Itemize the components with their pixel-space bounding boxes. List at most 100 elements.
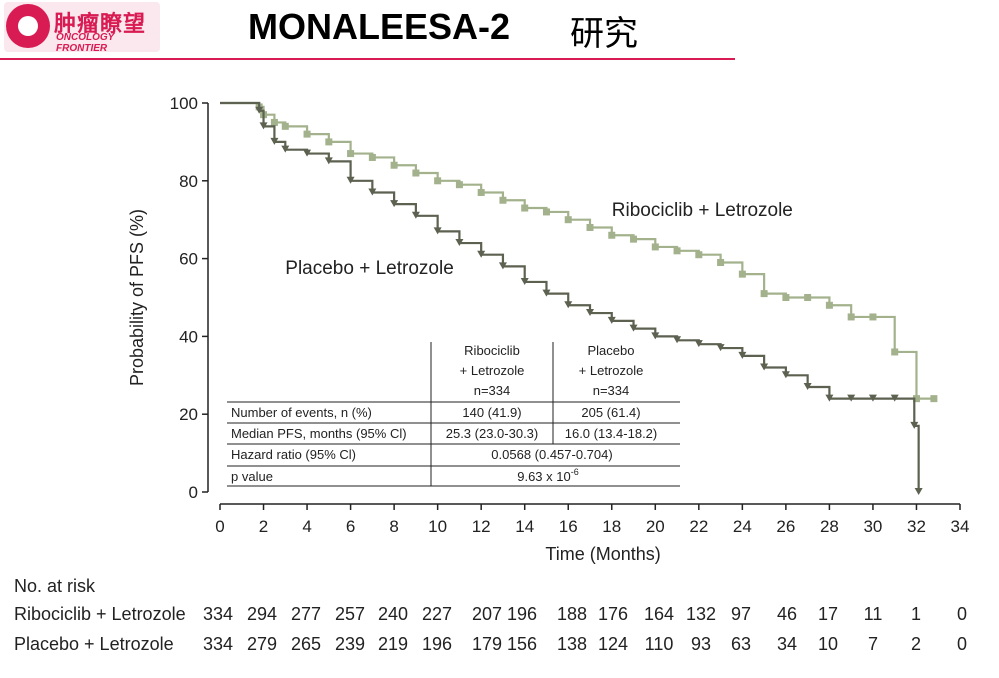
x-tick-label: 4 bbox=[302, 517, 311, 536]
at-risk-count: 1 bbox=[910, 604, 922, 624]
y-axis-label: Probability of PFS (%) bbox=[127, 209, 147, 386]
at-risk-count: 63 bbox=[730, 634, 752, 654]
at-risk-count: 97 bbox=[730, 604, 752, 624]
at-risk-count: 0 bbox=[956, 634, 968, 654]
censor-mark-placebo bbox=[868, 394, 877, 402]
censor-mark-placebo bbox=[411, 211, 420, 219]
cell-p-value: 9.63 x 10-6 bbox=[517, 467, 579, 484]
logo-english-text: ONCOLOGY FRONTIER bbox=[56, 32, 115, 54]
y-tick-label: 20 bbox=[179, 405, 198, 424]
p-value-base: 9.63 x 10 bbox=[517, 469, 571, 484]
censor-mark-ribociclib bbox=[673, 247, 681, 255]
censor-mark-ribociclib bbox=[390, 161, 398, 169]
cell-median-ribociclib: 25.3 (23.0-30.3) bbox=[446, 426, 539, 441]
at-risk-count: 196 bbox=[421, 634, 453, 654]
censor-mark-placebo bbox=[607, 316, 616, 324]
censor-mark-ribociclib bbox=[455, 181, 463, 189]
censor-mark-ribociclib bbox=[303, 130, 311, 138]
censor-mark-ribociclib bbox=[521, 204, 529, 212]
at-risk-count: 138 bbox=[556, 634, 588, 654]
at-risk-count: 219 bbox=[377, 634, 409, 654]
censor-mark-placebo bbox=[890, 394, 899, 402]
censor-mark-placebo bbox=[825, 394, 834, 402]
y-ticks: 0 20 40 60 80 100 bbox=[170, 94, 208, 502]
at-risk-count: 7 bbox=[867, 634, 879, 654]
censor-mark-placebo bbox=[760, 363, 769, 371]
censor-mark-ribociclib bbox=[847, 313, 855, 321]
at-risk-label: Ribociclib + Letrozole bbox=[14, 604, 186, 624]
censor-mark-placebo bbox=[346, 176, 355, 184]
censor-mark-placebo bbox=[455, 239, 464, 247]
censor-mark-placebo bbox=[694, 340, 703, 348]
x-tick-label: 10 bbox=[428, 517, 447, 536]
y-tick-label: 80 bbox=[179, 172, 198, 191]
x-tick-label: 32 bbox=[907, 517, 926, 536]
censor-mark-ribociclib bbox=[804, 294, 812, 301]
censor-mark-placebo bbox=[498, 262, 507, 270]
y-tick-label: 100 bbox=[170, 94, 198, 113]
at-risk-count: 239 bbox=[334, 634, 366, 654]
at-risk-count: 2 bbox=[910, 634, 922, 654]
censor-mark-placebo bbox=[673, 336, 682, 344]
x-axis-label: Time (Months) bbox=[545, 544, 660, 564]
at-risk-count: 132 bbox=[685, 604, 717, 624]
censor-mark-ribociclib bbox=[499, 196, 507, 204]
censor-mark-placebo bbox=[803, 382, 812, 390]
censor-mark-ribociclib bbox=[270, 118, 278, 126]
censor-mark-placebo bbox=[716, 344, 725, 352]
censor-mark-ribociclib bbox=[608, 231, 616, 239]
col-header-placebo-line2: + Letrozole bbox=[579, 363, 644, 378]
summary-table: Ribociclib + Letrozole n=334 Placebo + L… bbox=[227, 342, 680, 487]
x-tick-label: 24 bbox=[733, 517, 752, 536]
x-tick-label: 30 bbox=[863, 517, 882, 536]
series-label-ribociclib: Ribociclib + Letrozole bbox=[612, 200, 793, 221]
y-tick-label: 0 bbox=[189, 483, 198, 502]
logo-chinese-text: 肿瘤瞭望 bbox=[54, 12, 147, 37]
censor-mark-ribociclib bbox=[651, 243, 659, 251]
at-risk-count: 265 bbox=[290, 634, 322, 654]
at-risk-count: 156 bbox=[506, 634, 538, 654]
censor-mark-placebo bbox=[586, 309, 594, 317]
censor-mark-placebo bbox=[564, 301, 573, 309]
censor-mark-ribociclib bbox=[347, 150, 355, 158]
censor-mark-placebo bbox=[324, 157, 333, 165]
at-risk-count: 240 bbox=[377, 604, 409, 624]
x-tick-label: 22 bbox=[689, 517, 708, 536]
censor-mark-placebo bbox=[629, 324, 638, 332]
censor-mark-placebo bbox=[281, 145, 290, 153]
at-risk-count: 93 bbox=[690, 634, 712, 654]
x-tick-label: 28 bbox=[820, 517, 839, 536]
censor-mark-ribociclib bbox=[630, 235, 638, 243]
at-risk-row-placebo: Placebo + Letrozole 334 279 265 239 219 196 17… bbox=[14, 634, 999, 658]
at-risk-count: 257 bbox=[334, 604, 366, 624]
x-tick-label: 6 bbox=[346, 517, 355, 536]
page-title-chinese: 研究 bbox=[570, 14, 638, 54]
censor-mark-placebo bbox=[542, 289, 551, 297]
row-label-median-pfs: Median PFS, months (95% Cl) bbox=[231, 426, 407, 441]
km-curve-ribociclib bbox=[220, 101, 934, 400]
at-risk-count: 110 bbox=[644, 634, 674, 654]
at-risk-count: 188 bbox=[556, 604, 588, 624]
censor-mark-ribociclib bbox=[586, 223, 594, 231]
col-header-ribociclib-line2: + Letrozole bbox=[460, 363, 525, 378]
at-risk-count: 279 bbox=[246, 634, 278, 654]
at-risk-count: 179 bbox=[471, 634, 503, 654]
row-label-events: Number of events, n (%) bbox=[231, 405, 372, 420]
at-risk-title: No. at risk bbox=[14, 576, 96, 596]
cell-hazard-ratio: 0.0568 (0.457-0.704) bbox=[491, 447, 612, 462]
x-tick-label: 12 bbox=[472, 517, 491, 536]
censor-mark-placebo bbox=[738, 351, 747, 359]
x-tick-label: 2 bbox=[259, 517, 268, 536]
censor-mark-placebo bbox=[433, 227, 442, 235]
censor-mark-ribociclib bbox=[717, 258, 725, 266]
x-tick-label: 26 bbox=[776, 517, 795, 536]
at-risk-count: 294 bbox=[246, 604, 278, 624]
at-risk-count: 0 bbox=[956, 604, 968, 624]
at-risk-count: 10 bbox=[817, 634, 839, 654]
at-risk-count: 176 bbox=[597, 604, 629, 624]
y-tick-label: 40 bbox=[179, 327, 198, 346]
at-risk-count: 124 bbox=[597, 634, 629, 654]
at-risk-count: 207 bbox=[471, 604, 503, 624]
censor-mark-ribociclib bbox=[412, 169, 420, 177]
